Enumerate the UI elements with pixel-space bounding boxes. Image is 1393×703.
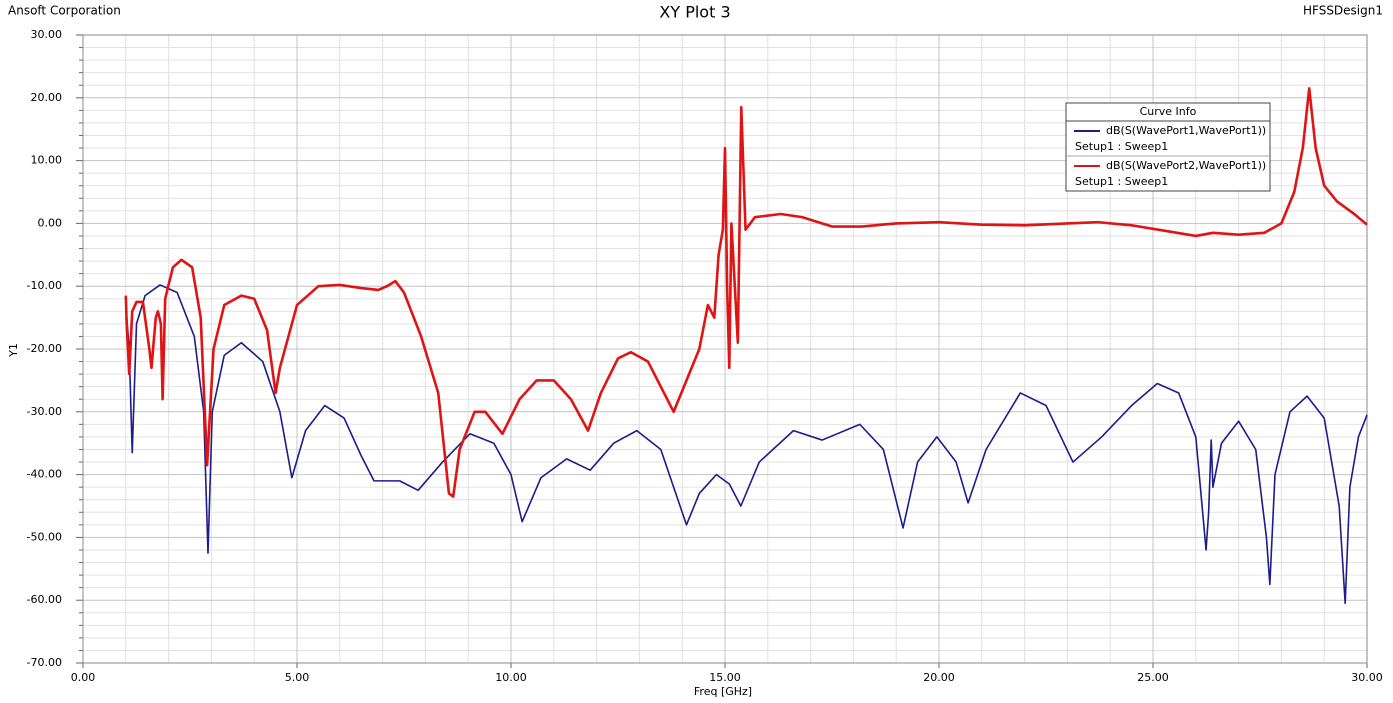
x-tick-label: 30.00 bbox=[1351, 671, 1383, 684]
y-tick-label: 10.00 bbox=[31, 154, 63, 167]
legend-box bbox=[1065, 102, 1271, 192]
y-tick-label: -10.00 bbox=[27, 279, 62, 292]
chart-title: XY Plot 3 bbox=[659, 3, 730, 22]
design-label: HFSSDesign1 bbox=[1303, 4, 1383, 18]
company-label: Ansoft Corporation bbox=[8, 4, 121, 18]
legend-label: dB(S(WavePort1,WavePort1)) bbox=[1106, 124, 1266, 137]
y-tick-label: 20.00 bbox=[31, 91, 63, 104]
x-tick-label: 20.00 bbox=[923, 671, 955, 684]
y-tick-label: -60.00 bbox=[27, 593, 62, 606]
x-tick-label: 10.00 bbox=[495, 671, 527, 684]
legend-title: Curve Info bbox=[1140, 105, 1197, 118]
x-tick-label: 0.00 bbox=[71, 671, 96, 684]
x-tick-label: 5.00 bbox=[285, 671, 310, 684]
y-axis-label: Y1 bbox=[7, 343, 20, 358]
y-tick-label: 30.00 bbox=[31, 28, 63, 41]
y-tick-label: -20.00 bbox=[27, 342, 62, 355]
x-tick-label: 25.00 bbox=[1137, 671, 1169, 684]
x-tick-label: 15.00 bbox=[709, 671, 741, 684]
legend-sweep: Setup1 : Sweep1 bbox=[1075, 140, 1168, 153]
y-tick-label: -30.00 bbox=[27, 405, 62, 418]
x-axis-label: Freq [GHz] bbox=[694, 685, 752, 698]
y-tick-label: -70.00 bbox=[27, 656, 62, 669]
legend-label: dB(S(WavePort2,WavePort1)) bbox=[1106, 159, 1266, 172]
series-line bbox=[125, 284, 1368, 605]
y-tick-label: -40.00 bbox=[27, 468, 62, 481]
y-tick-label: -50.00 bbox=[27, 530, 62, 543]
plot-frame bbox=[82, 34, 1368, 664]
legend-sweep: Setup1 : Sweep1 bbox=[1075, 175, 1168, 188]
series-line bbox=[124, 87, 1368, 498]
y-tick-label: 0.00 bbox=[38, 216, 63, 229]
